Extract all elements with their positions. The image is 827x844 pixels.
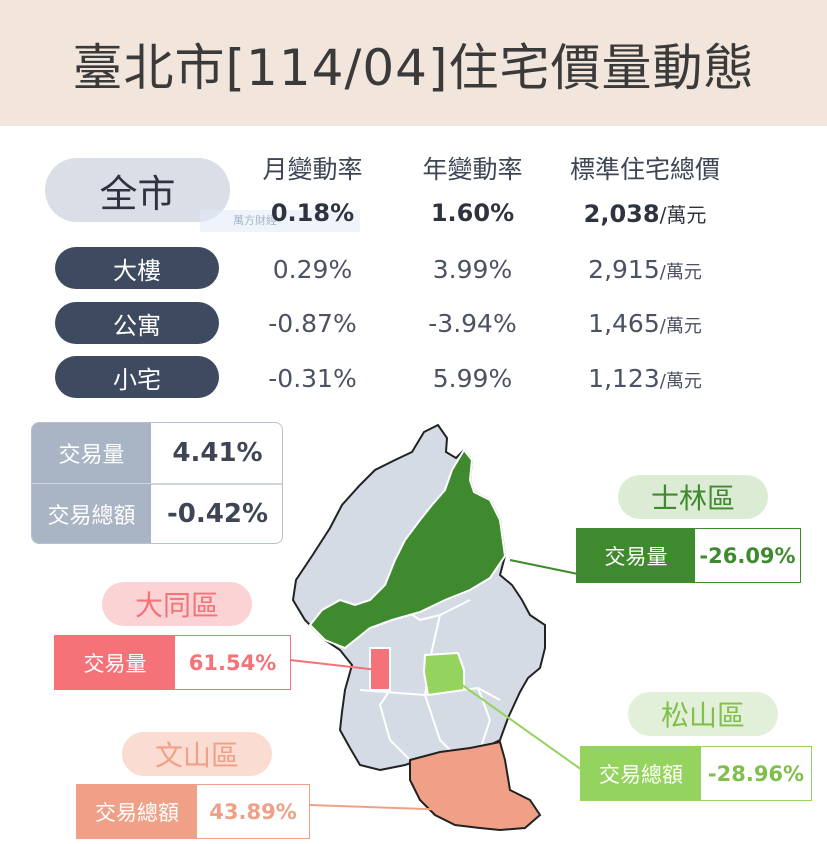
building-price: 2,915/萬元 [588, 255, 702, 284]
district-box-songshan: 交易總額 -28.96% [580, 746, 812, 801]
shilin-metric: 交易量 [577, 529, 695, 582]
district-name-shilin: 士林區 [618, 475, 768, 519]
songshan-value: -28.96% [707, 761, 805, 786]
citywide-yearly: 1.60% [430, 199, 515, 227]
district-name-songshan: 松山區 [628, 692, 778, 736]
column-yearly-change: 年變動率 [422, 155, 523, 184]
songshan-metric: 交易總額 [581, 747, 701, 800]
map-district-songshan [422, 651, 465, 697]
stat-volume-value: 4.41% [172, 438, 263, 468]
pill-small-unit: 小宅 [55, 356, 219, 398]
apartment-monthly: -0.87% [268, 309, 357, 338]
page-title: 臺北市[114/04]住宅價量動態 [72, 39, 755, 97]
column-monthly-change: 月變動率 [262, 155, 363, 184]
pill-apartment: 公寓 [55, 302, 219, 344]
map-district-wenshan [409, 740, 542, 832]
stat-volume-label: 交易量 [32, 423, 151, 483]
apartment-price: 1,465/萬元 [588, 309, 702, 338]
district-name-datong: 大同區 [102, 582, 252, 626]
wenshan-metric: 交易總額 [77, 785, 197, 838]
district-box-shilin: 交易量 -26.09% [576, 528, 801, 583]
datong-metric: 交易量 [55, 636, 175, 689]
column-standard-price: 標準住宅總價 [569, 155, 720, 184]
citywide-stats-box: 交易量 4.41% 交易總額 -0.42% [31, 422, 283, 544]
shilin-value: -26.09% [699, 543, 796, 568]
building-yearly: 3.99% [432, 255, 513, 284]
citywide-monthly: 0.18% [270, 199, 355, 227]
small-unit-price: 1,123/萬元 [588, 364, 702, 393]
stat-total-value: -0.42% [167, 499, 268, 529]
building-monthly: 0.29% [272, 255, 353, 284]
citywide-price: 2,038/萬元 [583, 200, 707, 228]
leader-line-wenshan [309, 804, 456, 811]
pill-building: 大樓 [55, 247, 219, 289]
stat-total-label: 交易總額 [32, 484, 151, 543]
stats-divider [32, 483, 282, 485]
district-box-datong: 交易量 61.54% [54, 635, 291, 690]
pill-citywide: 全市 [45, 158, 230, 222]
small-unit-monthly: -0.31% [268, 364, 357, 393]
watermark: 萬方財經 [200, 210, 360, 232]
small-unit-yearly: 5.99% [432, 364, 513, 393]
leader-line-datong [289, 659, 379, 671]
district-name-wenshan: 文山區 [122, 732, 272, 776]
datong-value: 61.54% [188, 650, 277, 675]
district-box-wenshan: 交易總額 43.89% [76, 784, 310, 839]
leader-line-shilin [509, 559, 579, 575]
leader-line-songshan [447, 674, 583, 771]
header-banner: 臺北市[114/04]住宅價量動態 [0, 0, 827, 126]
map-district-shilin [308, 448, 507, 650]
apartment-yearly: -3.94% [428, 309, 517, 338]
wenshan-value: 43.89% [209, 799, 297, 824]
